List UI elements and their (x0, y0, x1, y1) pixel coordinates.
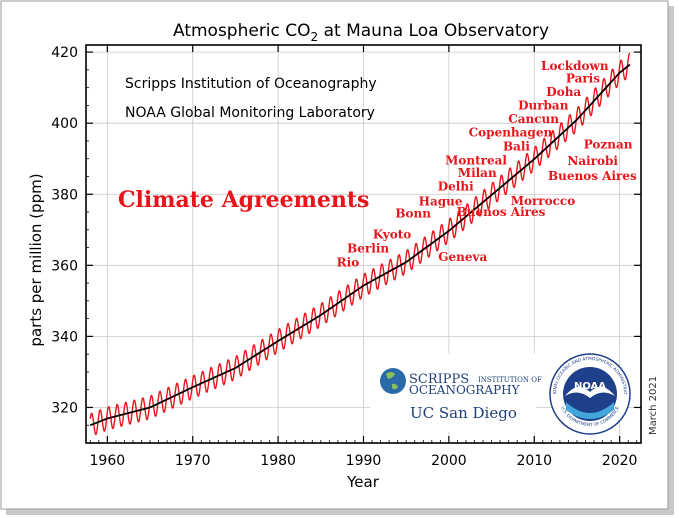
axis-ticks: 1960 1970 1980 1990 2000 2010 2020 320 340 360 380… (51, 45, 641, 469)
annotation-label: Cancun (508, 112, 559, 126)
annotation-label: Berlin (347, 242, 389, 256)
date-note: March 2021 (648, 376, 659, 435)
x-tick-label: 2000 (431, 453, 467, 469)
series-monthly-line (89, 52, 631, 436)
annotation-label: Milan (458, 166, 497, 180)
x-tick-label: 1990 (346, 453, 382, 469)
gridlines (86, 45, 641, 443)
series-layer (89, 52, 631, 436)
annotation-label: Paris (566, 72, 600, 86)
x-axis-label: Year (346, 473, 380, 491)
annotation-label: Nairobi (567, 154, 618, 168)
series-trend-line (89, 63, 631, 427)
annotation-label: Copenhagen (469, 125, 553, 139)
y-tick-label: 420 (51, 45, 78, 61)
plot-area: 1960 1970 1980 1990 2000 2010 2020 320 340 360 380… (51, 44, 642, 469)
x-tick-label: 1980 (260, 453, 296, 469)
annotation-label: Buenos Aires (548, 169, 637, 183)
globe-icon (380, 368, 406, 394)
y-tick-label: 400 (51, 116, 78, 132)
y-tick-label: 340 (51, 329, 78, 345)
annotation-label: Bonn (395, 207, 431, 221)
y-tick-label: 320 (51, 400, 78, 416)
scripps-logo-inst: INSTITUTION OF (478, 376, 542, 384)
annotation-label: Geneva (438, 250, 487, 264)
x-tick-label: 1970 (175, 453, 211, 469)
chart-title-main: Atmospheric CO (173, 21, 311, 41)
y-tick-label: 380 (51, 187, 78, 203)
annotation-label: Kyoto (373, 228, 411, 242)
gull-icon (565, 386, 615, 398)
annotation-label: Bali (503, 140, 530, 154)
noaa-logo-text: NOAA (574, 381, 606, 392)
y-axis-label: parts per million (ppm) (27, 173, 45, 346)
x-tick-label: 2020 (602, 453, 638, 469)
ucsd-logo: UC San Diego (410, 404, 517, 422)
annotation-label: Hague (419, 195, 463, 209)
annotation-label: Morrocco (511, 194, 576, 208)
annotation-label: Doha (546, 85, 581, 99)
scripps-logo-ocean: OCEANOGRAPHY (409, 383, 521, 397)
annotation-label: Lockdown (541, 59, 609, 73)
annotation-label: Rio (337, 256, 360, 270)
chart-title-sub: 2 (311, 30, 319, 44)
annotation-label: Durban (518, 98, 569, 112)
x-tick-label: 2010 (516, 453, 552, 469)
climate-agreements-heading: Climate Agreements (118, 187, 369, 213)
scripps-logo: SCRIPPS INSTITUTION OF OCEANOGRAPHY UC S… (370, 354, 542, 432)
annotation-label: Montreal (445, 153, 507, 167)
chart-title-rest: at Mauna Loa Observatory (318, 21, 549, 41)
x-tick-label: 1960 (90, 453, 126, 469)
annotation-label: Poznan (584, 137, 633, 151)
credit-noaa: NOAA Global Monitoring Laboratory (125, 105, 375, 121)
annotation-label: Delhi (438, 179, 474, 193)
scripps-logo-big: SCRIPPS (409, 372, 469, 387)
y-tick-label: 360 (51, 258, 78, 274)
chart-title: Atmospheric CO2 at Mauna Loa Observatory (173, 21, 549, 44)
credit-scripps: Scripps Institution of Oceanography (125, 76, 377, 92)
annotation-label: Buenos Aires (457, 205, 546, 219)
